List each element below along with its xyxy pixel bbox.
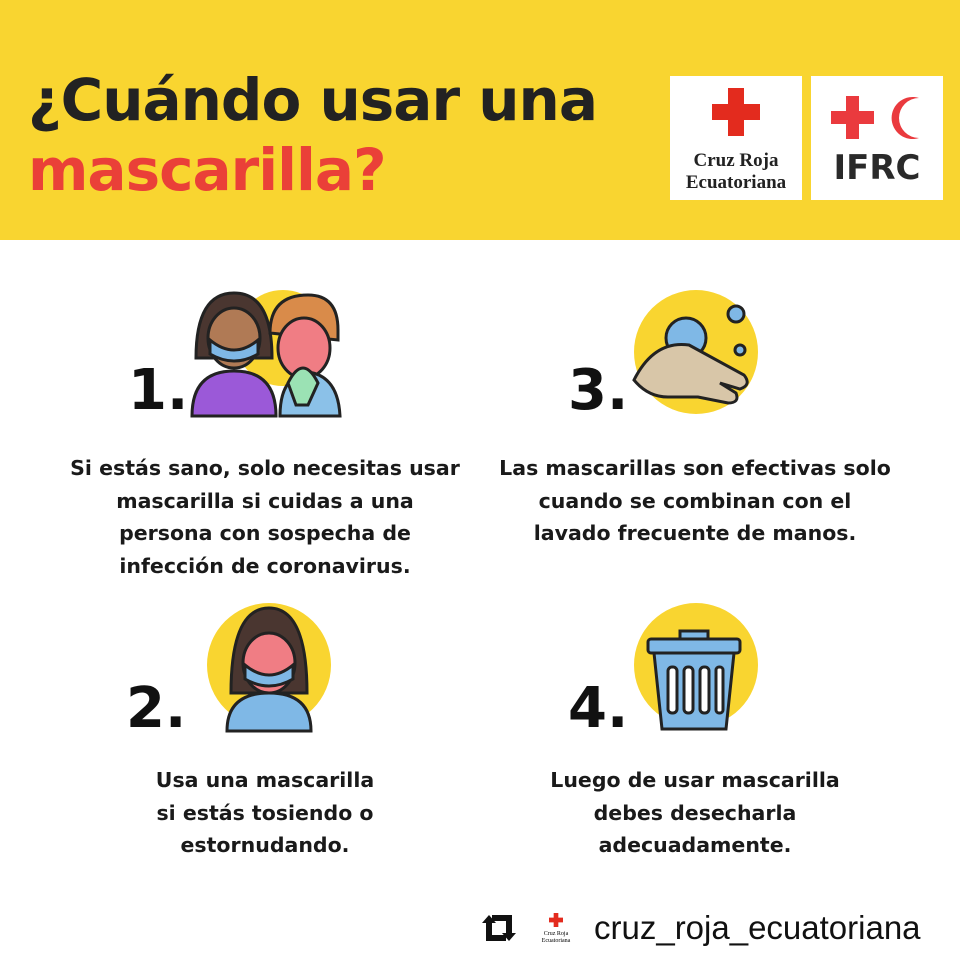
text-line: Las mascarillas son efectivas solo xyxy=(499,456,891,480)
text-line: infección de coronavirus. xyxy=(119,553,411,578)
item-number-3: 3. xyxy=(568,358,629,423)
trash-bin-icon xyxy=(634,603,758,731)
text-line: estornudando. xyxy=(180,833,350,857)
text-line: si estás tosiendo o xyxy=(156,800,374,825)
item-number-1: 1. xyxy=(128,358,189,423)
text-line: Usa una mascarilla xyxy=(155,768,375,792)
hand-washing-icon xyxy=(632,290,758,414)
cruz-roja-logo: Cruz Roja Ecuatoriana xyxy=(670,76,802,200)
cross-crescent-icon xyxy=(831,96,919,139)
item-text-2: Usa una mascarilla si estás tosiendo o e… xyxy=(55,764,475,862)
small-logo-line1: Cruz Roja xyxy=(543,930,569,937)
item-text-4: Luego de usar mascarilla debes desecharl… xyxy=(485,764,905,862)
text-line: debes desecharla xyxy=(593,800,797,825)
red-cross-icon xyxy=(712,88,760,136)
text-line: cuando se combinan con el xyxy=(538,488,852,513)
title-line-2: mascarilla? xyxy=(28,136,387,204)
repost-footer: Cruz Roja Ecuatoriana cruz_roja_ecuatori… xyxy=(480,900,921,956)
cruz-roja-small-logo: Cruz Roja Ecuatoriana xyxy=(536,912,576,945)
repost-icon[interactable] xyxy=(480,913,518,943)
text-line: lavado frecuente de manos. xyxy=(533,521,857,545)
item-number-4: 4. xyxy=(568,676,629,741)
text-line: Si estás sano, solo necesitas usar xyxy=(70,456,460,480)
logo-text-line2: Ecuatoriana xyxy=(685,172,787,193)
healthy-person-caring-for-sick-icon xyxy=(190,290,342,418)
item-text-3: Las mascarillas son efectivas solo cuand… xyxy=(485,452,905,550)
ifrc-text: IFRC xyxy=(833,148,921,188)
logo-text-line1: Cruz Roja xyxy=(693,150,779,171)
text-line: Luego de usar mascarilla xyxy=(550,768,840,792)
person-wearing-mask-icon xyxy=(207,603,331,733)
item-text-1: Si estás sano, solo necesitas usar masca… xyxy=(55,452,475,582)
item-number-2: 2. xyxy=(126,676,187,741)
text-line: mascarilla si cuidas a una xyxy=(116,488,414,513)
header: ¿Cuándo usar una mascarilla? Cruz Roja E… xyxy=(0,0,960,240)
title-line-1: ¿Cuándo usar una xyxy=(28,66,598,134)
red-cross-icon xyxy=(549,912,563,927)
ifrc-logo: IFRC xyxy=(811,76,943,200)
small-logo-line2: Ecuatoriana xyxy=(541,937,571,944)
text-line: adecuadamente. xyxy=(598,833,792,857)
text-line: persona con sospecha de xyxy=(119,521,411,545)
account-handle[interactable]: cruz_roja_ecuatoriana xyxy=(594,909,921,946)
